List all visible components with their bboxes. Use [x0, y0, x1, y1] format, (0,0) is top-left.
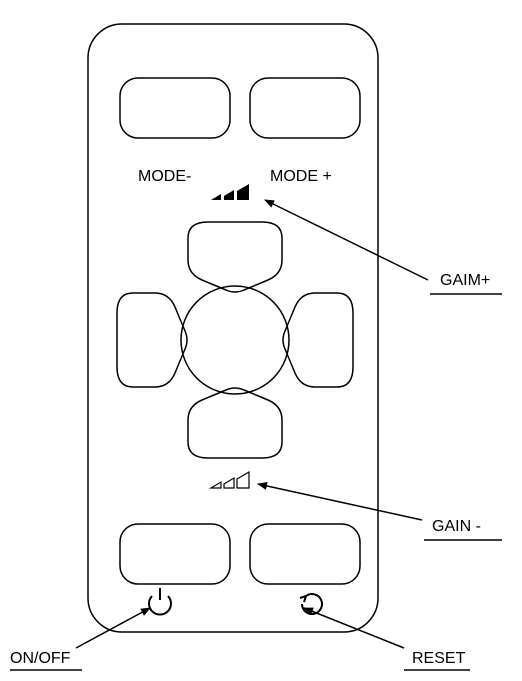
power-button[interactable]	[120, 524, 230, 584]
center-ok-button[interactable]	[181, 286, 289, 394]
label-on-off: ON/OFF	[10, 650, 70, 668]
arrow-on-off	[76, 608, 150, 648]
dpad-left-button[interactable]	[117, 293, 187, 387]
dpad-up-button[interactable]	[188, 222, 282, 292]
mode-minus-button[interactable]	[120, 78, 230, 138]
reset-button[interactable]	[250, 524, 360, 584]
label-gain-plus: GAIM+	[440, 272, 490, 290]
arrow-reset	[304, 608, 404, 648]
label-mode-plus: MODE +	[270, 168, 332, 186]
dpad-right-button[interactable]	[283, 293, 353, 387]
gain-up-icon	[211, 184, 249, 200]
remote-body-outline	[88, 24, 378, 632]
label-gain-minus: GAIN -	[432, 518, 481, 536]
arrow-gain-minus	[258, 484, 422, 520]
power-icon	[149, 588, 171, 615]
mode-plus-button[interactable]	[250, 78, 360, 138]
arrow-gain-plus	[265, 200, 428, 280]
remote-control-diagram: MODE- MODE + GAIM+ GAIN - ON/OFF RESET	[0, 0, 522, 681]
dpad-down-button[interactable]	[188, 388, 282, 458]
label-reset: RESET	[412, 650, 465, 668]
gain-down-icon	[211, 472, 249, 488]
label-mode-minus: MODE-	[138, 168, 191, 186]
diagram-svg	[0, 0, 522, 681]
